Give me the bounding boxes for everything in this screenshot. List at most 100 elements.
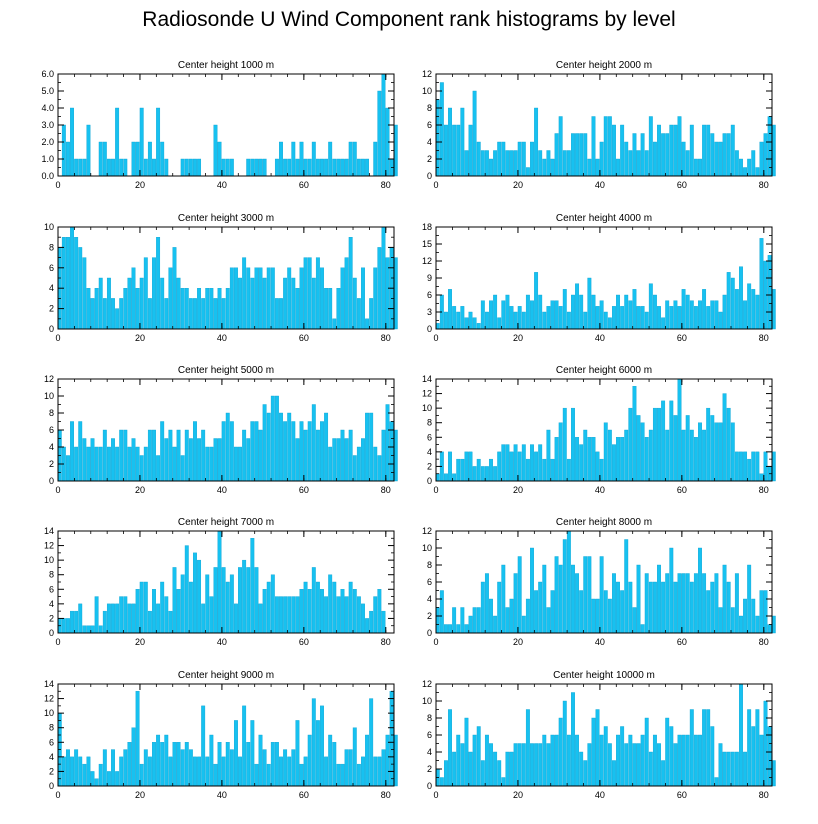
histogram-bar: [693, 573, 698, 634]
histogram-bar: [213, 438, 218, 482]
histogram-bar: [480, 581, 485, 634]
histogram-bar: [385, 257, 390, 330]
histogram-bar: [369, 610, 374, 634]
histogram-bar: [571, 133, 575, 177]
histogram-bar: [472, 734, 477, 787]
histogram-bar: [554, 300, 559, 330]
histogram-bar: [184, 742, 189, 787]
histogram-bar: [98, 141, 103, 177]
histogram-bar: [70, 107, 74, 177]
histogram-bar: [698, 158, 702, 177]
x-tick-label: 80: [759, 333, 769, 343]
histogram-bar: [571, 564, 575, 634]
histogram-bar: [521, 444, 526, 482]
histogram-bar: [435, 323, 440, 330]
histogram-bar: [213, 763, 218, 787]
histogram-bar: [665, 717, 670, 787]
histogram-bar: [78, 421, 83, 482]
histogram-bar: [468, 451, 473, 482]
histogram-bar: [283, 158, 288, 177]
histogram-bar: [464, 451, 469, 482]
histogram-bar: [743, 167, 748, 177]
y-tick-label: 2: [49, 613, 54, 623]
y-tick-label: 12: [422, 256, 432, 266]
histogram-bar: [205, 756, 210, 787]
histogram-bar: [546, 607, 551, 634]
histogram-bar: [484, 311, 489, 330]
histogram-bar: [74, 237, 79, 330]
histogram-bar: [98, 763, 103, 787]
histogram-bar: [106, 603, 111, 634]
histogram-bar: [160, 141, 165, 177]
histogram-bar: [669, 306, 674, 330]
histogram-bar: [279, 412, 283, 482]
histogram-bar: [369, 412, 374, 482]
histogram-bar: [373, 141, 378, 177]
histogram-bar: [476, 607, 481, 634]
y-tick-label: 8: [49, 408, 54, 418]
histogram-bar: [254, 267, 259, 330]
histogram-bar: [591, 598, 596, 634]
y-tick-label: 18: [422, 222, 432, 232]
histogram-bar: [94, 446, 99, 482]
histogram-bar: [616, 437, 620, 482]
y-tick-label: 12: [44, 541, 54, 551]
histogram-bar: [489, 458, 493, 482]
histogram-bar: [468, 615, 473, 634]
histogram-bar: [65, 237, 70, 330]
histogram-bar: [119, 429, 124, 482]
histogram-bar: [657, 564, 661, 634]
y-tick-label: 0: [427, 628, 432, 638]
histogram-bar: [205, 446, 210, 482]
histogram-bar: [448, 107, 452, 177]
histogram-bar: [489, 300, 493, 330]
histogram-bar: [160, 581, 165, 634]
histogram-bar: [743, 451, 748, 482]
histogram-bar: [718, 311, 723, 330]
histogram-bar: [620, 306, 625, 330]
histogram-bar: [726, 581, 731, 634]
histogram-bar: [377, 90, 382, 177]
histogram-bar: [340, 589, 345, 634]
histogram-bar: [579, 133, 584, 177]
histogram-bar: [739, 683, 743, 787]
histogram-bar: [238, 567, 242, 634]
histogram-bar: [571, 692, 575, 787]
histogram-bar: [472, 90, 477, 177]
histogram-bar: [542, 458, 547, 482]
histogram-bar: [657, 306, 661, 330]
histogram-bar: [328, 141, 333, 177]
histogram-bar: [607, 116, 612, 177]
histogram-bar: [262, 158, 267, 177]
histogram-bar: [332, 581, 337, 634]
histogram-bar: [176, 589, 181, 634]
page-title: Radiosonde U Wind Component rank histogr…: [142, 8, 676, 31]
histogram-bar: [484, 734, 489, 787]
histogram-bar: [603, 590, 608, 634]
histogram-bar: [669, 400, 674, 482]
panel-title: Center height 9000 m: [178, 670, 274, 681]
histogram-bar: [722, 294, 727, 330]
x-tick-label: 40: [595, 485, 605, 495]
histogram-bar: [464, 717, 469, 787]
histogram-bar: [254, 763, 259, 787]
histogram-bar: [607, 598, 612, 634]
histogram-bar: [197, 438, 202, 482]
histogram-bar: [233, 720, 238, 787]
histogram-bar: [546, 150, 551, 177]
histogram-bar: [147, 429, 152, 482]
histogram-bar: [448, 709, 452, 787]
histogram-bar: [352, 141, 357, 177]
histogram-bar: [205, 574, 210, 634]
histogram-bar: [250, 421, 255, 482]
histogram-bar: [730, 607, 735, 634]
histogram-bar: [452, 751, 457, 787]
histogram-bar: [472, 607, 477, 634]
histogram-bar: [476, 726, 481, 787]
histogram-bar: [521, 743, 526, 787]
histogram-bar: [546, 429, 551, 482]
histogram-bar: [365, 734, 370, 787]
histogram-bar: [595, 158, 600, 177]
histogram-bar: [74, 158, 79, 177]
histogram-bar: [759, 141, 764, 177]
